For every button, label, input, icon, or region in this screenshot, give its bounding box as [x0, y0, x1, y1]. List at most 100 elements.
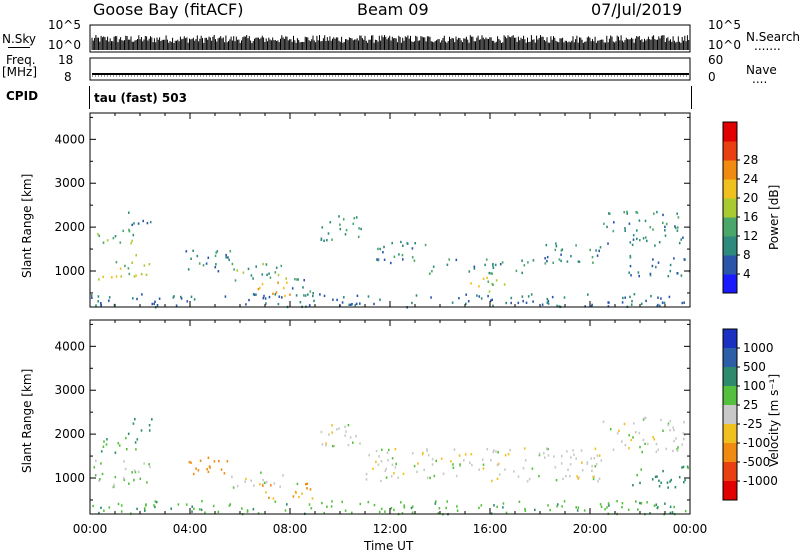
date-title: 07/Jul/2019: [591, 0, 683, 19]
heatmap-cell: [510, 296, 513, 300]
heatmap-cell: [272, 292, 274, 295]
heatmap-cell: [487, 294, 489, 298]
heatmap-cell: [326, 505, 328, 508]
heatmap-cell: [621, 440, 623, 443]
heatmap-cell: [277, 273, 280, 277]
heatmap-cell: [527, 261, 529, 264]
heatmap-cell: [599, 503, 602, 506]
heatmap-cell: [607, 242, 609, 245]
heatmap-cell: [261, 273, 264, 276]
heatmap-cell: [681, 466, 683, 469]
heatmap-cell: [569, 463, 572, 466]
heatmap-cell: [687, 466, 689, 470]
heatmap-cell: [127, 267, 130, 270]
heatmap-cell: [217, 270, 220, 273]
heatmap-cell: [195, 467, 197, 470]
heatmap-cell: [431, 458, 434, 461]
heatmap-cell: [445, 506, 447, 510]
heatmap-cell: [636, 229, 638, 232]
heatmap-cell: [577, 477, 579, 480]
heatmap-cell: [546, 297, 549, 301]
heatmap-cell: [629, 264, 632, 268]
heatmap-cell: [528, 477, 531, 481]
heatmap-cell: [482, 277, 485, 280]
heatmap-cell: [400, 240, 402, 244]
panel-frame-power: [89, 112, 691, 308]
heatmap-cell: [345, 430, 347, 433]
heatmap-cell: [642, 237, 645, 240]
heatmap-cell: [128, 230, 131, 233]
heatmap-cell: [555, 479, 558, 482]
heatmap-cell: [522, 467, 525, 470]
heatmap-cell: [560, 253, 562, 256]
heatmap-cell: [244, 480, 246, 483]
heatmap-cell: [532, 259, 535, 262]
heatmap-cell: [120, 510, 123, 513]
heatmap-cell: [509, 448, 511, 452]
heatmap-cell: [557, 503, 559, 506]
heatmap-cell: [270, 484, 272, 487]
heatmap-cell: [242, 271, 245, 274]
heatmap-cell: [353, 217, 356, 220]
heatmap-cell: [321, 443, 324, 446]
heatmap-cell: [532, 300, 534, 303]
heatmap-cell: [132, 297, 134, 300]
heatmap-cell: [667, 275, 670, 278]
heatmap-cell: [231, 262, 234, 266]
heatmap-cell: [660, 418, 662, 422]
heatmap-cell: [359, 502, 362, 506]
heatmap-cell: [673, 428, 675, 432]
heatmap-cell: [505, 511, 508, 514]
heatmap-cell: [547, 447, 549, 451]
heatmap-cell: [331, 431, 333, 434]
heatmap-cell: [446, 500, 448, 503]
heatmap-cell: [572, 449, 574, 452]
heatmap-cell: [225, 253, 227, 257]
heatmap-cell: [592, 475, 594, 479]
heatmap-cell: [123, 460, 125, 463]
heatmap-cell: [522, 300, 524, 303]
heatmap-cell: [319, 293, 321, 296]
heatmap-cell: [245, 303, 247, 306]
colorbar-tick-label: 16: [743, 210, 758, 224]
beam-title: Beam 09: [357, 0, 429, 19]
heatmap-cell: [649, 512, 651, 515]
heatmap-cell: [510, 301, 512, 305]
heatmap-cell: [248, 298, 250, 302]
heatmap-cell: [323, 239, 325, 242]
heatmap-cell: [385, 476, 388, 479]
heatmap-cell: [578, 260, 581, 263]
heatmap-cell: [545, 243, 548, 247]
heatmap-cell: [570, 255, 572, 258]
heatmap-cell: [255, 265, 257, 268]
heatmap-cell: [380, 479, 382, 483]
heatmap-cell: [683, 481, 685, 484]
heatmap-cell: [459, 464, 461, 468]
heatmap-cell: [103, 509, 105, 512]
heatmap-cell: [453, 448, 456, 451]
heatmap-cell: [394, 466, 397, 469]
heatmap-cell: [565, 475, 567, 478]
nsky-tick-top: 10^5: [48, 18, 81, 32]
heatmap-cell: [352, 441, 354, 444]
heatmap-cell: [484, 263, 486, 267]
heatmap-cell: [156, 304, 159, 307]
heatmap-cell: [135, 254, 137, 257]
heatmap-cell: [592, 477, 595, 481]
heatmap-cell: [250, 274, 253, 277]
heatmap-cell: [134, 441, 137, 444]
heatmap-cell: [145, 273, 148, 276]
heatmap-cell: [478, 295, 481, 298]
heatmap-cell: [653, 212, 655, 215]
heatmap-cell: [640, 502, 643, 505]
power-ylabel: Slant Range [km]: [20, 173, 34, 278]
heatmap-cell: [589, 248, 591, 252]
heatmap-cell: [603, 222, 605, 225]
heatmap-cell: [321, 226, 324, 229]
heatmap-cell: [659, 304, 661, 307]
heatmap-cell: [97, 300, 99, 303]
heatmap-cell: [148, 424, 151, 427]
heatmap-cell: [355, 435, 357, 438]
heatmap-cell: [265, 491, 267, 494]
heatmap-cell: [146, 221, 149, 225]
